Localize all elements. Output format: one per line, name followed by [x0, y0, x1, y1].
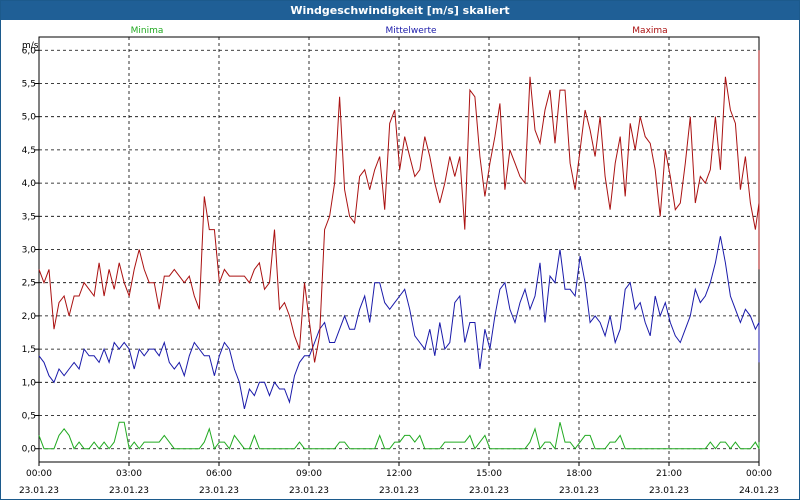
x-tick-date: 23.01.23	[19, 486, 59, 496]
y-tick-label: 5,0	[22, 113, 37, 123]
chart-title: Windgeschwindigkeit [m/s] skaliert	[1, 1, 799, 20]
x-tick-date: 23.01.23	[559, 486, 599, 496]
x-tick-time: 12:00	[386, 469, 412, 479]
x-tick-date: 23.01.23	[379, 486, 419, 496]
y-tick-label: 3,0	[22, 246, 37, 256]
x-tick-date: 23.01.23	[469, 486, 509, 496]
series-line-maxima	[38, 50, 760, 363]
x-tick-time: 00:00	[26, 469, 52, 479]
y-tick-label: 1,0	[22, 378, 37, 388]
axes: 0,0 0,5 1,0 1,5 2,0 2,5 3,0 3,5 4,0 4,5 5,0 5,5 6,0 0…	[19, 36, 779, 496]
x-tick-date: 24.01.23	[739, 486, 779, 496]
x-tick-time: 21:00	[656, 469, 682, 479]
x-tick-time: 18:00	[566, 469, 592, 479]
x-tick-time: 09:00	[296, 469, 322, 479]
y-tick-label: 6,0	[22, 46, 37, 56]
x-tick-time: 00:00	[746, 469, 772, 479]
x-tick-date: 23.01.23	[199, 486, 239, 496]
y-tick-label: 0,5	[22, 412, 36, 422]
x-tick-date: 23.01.23	[289, 486, 329, 496]
legend-entry-mittelwerte: Mittelwerte	[385, 26, 436, 36]
y-tick-label: 0,0	[22, 445, 37, 455]
x-tick-date: 23.01.23	[649, 486, 689, 496]
y-axis-label: m/s	[22, 41, 39, 51]
series-line-minima	[38, 421, 760, 450]
legend: Minima Mittelwerte Maxima	[131, 26, 668, 36]
x-tick-time: 06:00	[206, 469, 232, 479]
series	[38, 50, 760, 450]
x-tick-date: 23.01.23	[109, 486, 149, 496]
y-tick-label: 2,0	[22, 312, 37, 322]
y-tick-label: 4,0	[22, 179, 37, 189]
legend-entry-maxima: Maxima	[632, 26, 667, 36]
y-tick-label: 1,5	[22, 345, 36, 355]
legend-entry-minima: Minima	[131, 26, 164, 36]
y-tick-label: 3,5	[22, 212, 36, 222]
grid	[39, 37, 759, 462]
y-tick-label: 2,5	[22, 279, 36, 289]
x-tick-time: 15:00	[476, 469, 502, 479]
series-line-mittelwerte	[38, 236, 760, 410]
y-tick-label: 4,5	[22, 146, 36, 156]
y-tick-label: 5,5	[22, 79, 36, 89]
x-tick-time: 03:00	[116, 469, 142, 479]
